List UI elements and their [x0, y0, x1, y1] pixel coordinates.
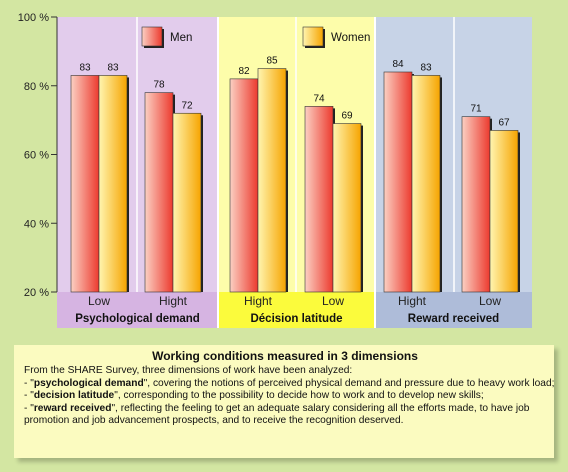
- bar-women: [257, 68, 287, 293]
- legend-swatch: [141, 26, 163, 47]
- y-tick-label: 60 %: [24, 150, 49, 162]
- bar-women: [98, 75, 128, 293]
- legend-label: Women: [331, 32, 370, 44]
- bar-value-label: 82: [238, 66, 250, 77]
- y-axis: 20 % 40 % 60 % 80 % 100 %: [18, 12, 58, 299]
- description-intro: From the SHARE Survey, three dimensions …: [24, 365, 353, 376]
- y-tick-label: 20 %: [24, 287, 49, 299]
- category-label: Low: [322, 294, 344, 308]
- bar-value-label: 83: [79, 62, 91, 73]
- category-labels: Low Hight Psychological demand Hight Low Déci…: [75, 294, 501, 325]
- description-box: Working conditions measured in 3 dimensi…: [14, 345, 554, 458]
- category-label: Hight: [398, 294, 427, 308]
- group-label-band: [218, 292, 375, 328]
- legend: Men Women: [141, 26, 370, 48]
- y-tick-label: 40 %: [24, 218, 49, 230]
- bar-chart: 20 % 40 % 60 % 80 % 100 % 83 83 78 72 82 85 74 69 84…: [18, 12, 532, 328]
- category-label: Hight: [159, 294, 188, 308]
- bar-women: [411, 75, 441, 293]
- bar-men: [229, 78, 259, 293]
- description-item: - "decision latitude", corresponding to …: [24, 390, 484, 402]
- bar-value-label: 71: [470, 104, 482, 115]
- description-title: Working conditions measured in 3 dimensi…: [152, 349, 418, 363]
- y-tick-label: 80 %: [24, 81, 49, 93]
- bar-value-label: 84: [392, 59, 404, 70]
- bar-women: [332, 123, 362, 293]
- bar-men: [144, 92, 174, 293]
- group-label-band: [57, 292, 218, 328]
- group-label: Psychological demand: [75, 313, 200, 325]
- category-label: Hight: [244, 294, 273, 308]
- bar-value-label: 83: [107, 62, 119, 73]
- y-tick-label: 100 %: [18, 12, 49, 24]
- bar-men: [383, 71, 413, 293]
- group-label-band: [375, 292, 532, 328]
- group-label: Reward received: [408, 313, 499, 325]
- bar-men: [70, 75, 100, 293]
- bar-value-label: 74: [313, 93, 325, 104]
- bar-men: [461, 116, 491, 293]
- bar-value-label: 72: [181, 100, 193, 111]
- category-label: Low: [88, 294, 110, 308]
- description-item: - "reward received", reflecting the feel…: [24, 402, 530, 427]
- bar-men: [304, 106, 334, 293]
- legend-swatch: [302, 26, 324, 47]
- bar-value-label: 83: [420, 62, 432, 73]
- category-label: Low: [479, 294, 501, 308]
- bar-value-label: 67: [498, 117, 510, 128]
- bar-women: [172, 112, 202, 293]
- legend-label: Men: [170, 32, 192, 44]
- bar-value-label: 69: [341, 111, 353, 122]
- bar-series: 83 83 78 72 82 85 74 69 84 83 71 67: [70, 56, 520, 293]
- bar-value-label: 85: [266, 56, 278, 67]
- bar-women: [489, 130, 519, 293]
- bar-value-label: 78: [153, 80, 165, 91]
- description-item: - "psychological demand", covering the n…: [24, 377, 555, 389]
- group-label: Décision latitude: [250, 313, 342, 325]
